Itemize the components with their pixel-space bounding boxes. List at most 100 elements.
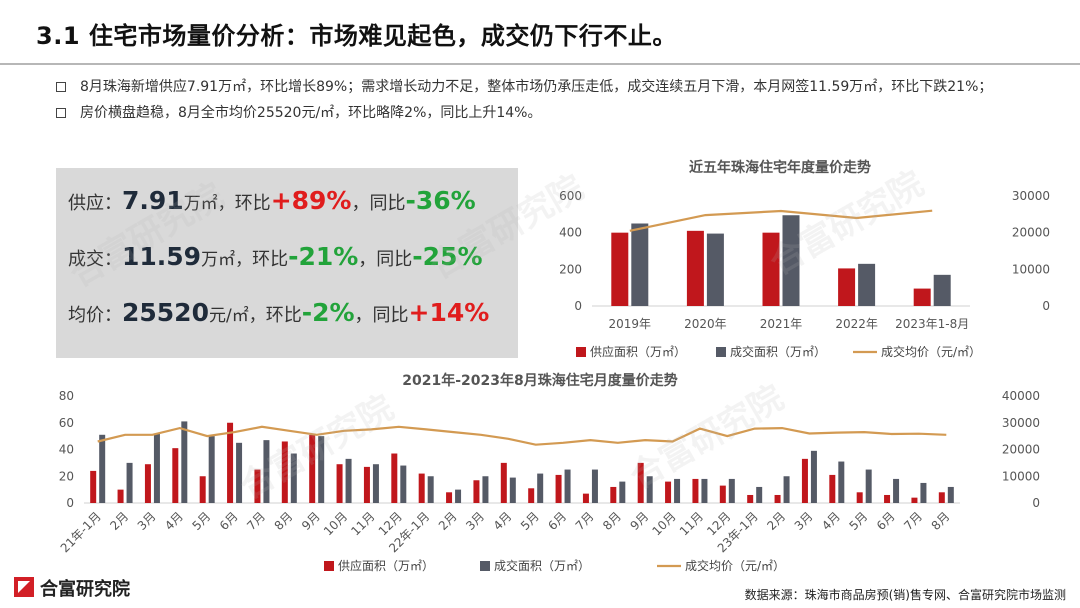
x-tick-label: 2月 [764,509,788,533]
deal-bar [99,434,106,503]
supply-bar [774,494,781,503]
x-tick-label: 5月 [847,509,871,533]
x-tick-label: 2023年1-8月 [895,317,969,331]
bullet-box-icon [56,108,66,118]
x-tick-label: 21年-1月 [58,509,104,555]
key-metrics-panel: 供应：7.91万㎡，环比+89%，同比-36% 成交：11.59万㎡，环比-21… [56,168,518,358]
legend-label: 成交面积（万㎡） [730,344,826,359]
y-right-tick-label: 0 [1032,496,1040,510]
legend-swatch [716,347,726,357]
deal-bar [181,421,188,503]
deal-bar [810,450,817,503]
x-tick-label: 7月 [901,509,925,533]
deal-bar [920,482,927,503]
supply-bar [336,464,343,503]
deal-bar [537,473,544,503]
supply-bar [913,288,931,306]
supply-bar [610,486,617,503]
y-right-tick-label: 20000 [1002,443,1040,457]
supply-bar [611,232,629,306]
y-right-tick-label: 30000 [1002,416,1040,430]
x-tick-label: 4月 [819,509,843,533]
legend-label: 成交面积（万㎡） [494,558,590,573]
supply-bar [911,497,918,503]
separator: ， [351,193,370,214]
x-tick-label: 8月 [929,509,953,533]
deal-bar [947,486,954,503]
y-left-tick-label: 600 [559,189,582,203]
bullet-text: 房价横盘趋稳，8月全市均价25520元/㎡，环比略降2%，同比上升14%。 [80,105,542,121]
mom-value: -2% [301,298,355,327]
deal-bar [290,453,297,503]
deal-bar [674,478,681,503]
supply-bar [281,441,288,503]
deal-metric-row: 成交：11.59万㎡，环比-21%，同比-25% [68,242,483,271]
x-tick-label: 3月 [135,509,159,533]
bullet-item: 房价横盘趋稳，8月全市均价25520元/㎡，环比略降2%，同比上升14%。 [56,102,1036,124]
yoy-label: 同比 [369,193,406,214]
supply-bar [418,473,425,503]
supply-bar [938,492,945,503]
y-right-tick-label: 20000 [1012,226,1050,240]
x-tick-label: 2月 [107,509,131,533]
deal-bar [345,458,352,503]
legend-swatch [576,347,586,357]
x-tick-label: 7月 [573,509,597,533]
supply-bar [254,469,261,503]
bullet-box-icon [56,82,66,92]
supply-metric-row: 供应：7.91万㎡，环比+89%，同比-36% [68,186,476,215]
y-right-tick-label: 40000 [1002,389,1040,403]
x-tick-label: 2021年 [760,317,803,331]
title-divider [0,63,1080,65]
supply-bar [856,492,863,503]
price-line [97,425,947,446]
supply-bar [637,462,644,503]
supply-bar [528,488,535,503]
supply-bar [309,434,316,503]
bullet-text: 8月珠海新增供应7.91万㎡，环比增长89%；需求增长动力不足，整体市场仍承压走… [80,79,993,95]
x-tick-label: 5月 [518,509,542,533]
deal-bar [933,274,951,306]
monthly-volume-price-chart: 2021年-2023年8月珠海住宅月度量价走势 0 20 40 60 80 0 10000 20… [58,372,1040,573]
metric-unit: 万㎡， [201,250,253,270]
price-metric-row: 均价：25520元/㎡，环比-2%，同比+14% [68,298,489,327]
supply-bar [500,462,507,503]
mom-label: 环比 [252,249,289,270]
supply-bar [838,268,856,306]
supply-bar [172,448,179,503]
deal-bar [509,477,516,503]
metric-value: 25520 [122,298,209,327]
y-left-tick-label: 400 [559,226,582,240]
mom-value: -21% [288,242,359,271]
supply-bar [747,494,754,503]
deal-bar [318,436,325,503]
supply-bar [686,230,704,306]
x-tick-label: 4月 [162,509,186,533]
x-tick-label: 9月 [299,509,323,533]
y-left-tick-label: 80 [59,389,74,403]
x-tick-label: 5月 [190,509,214,533]
title-bar: 3.1 住宅市场量价分析：市场难见起色，成交仍下行不止。 [0,0,1080,66]
x-tick-label: 3月 [463,509,487,533]
deal-bar [893,478,900,503]
deal-bar [631,223,649,306]
metric-label: 供应： [68,193,122,214]
deal-bar [706,233,724,306]
x-tick-label: 9月 [628,509,652,533]
data-source-note: 数据来源：珠海市商品房预(销)售专网、合富研究院市场监测 [744,588,1066,602]
legend-label: 成交均价（元/㎡） [881,344,981,359]
legend-swatch [324,561,334,571]
yoy-value: -25% [412,242,483,271]
supply-bar [90,470,97,503]
x-tick-label: 10月 [321,509,350,538]
deal-bar [783,476,790,503]
deal-bar [153,433,160,503]
x-tick-label: 8月 [272,509,296,533]
metric-label: 均价： [68,305,122,326]
metric-unit: 元/㎡， [208,306,266,326]
company-logo: 合富研究院 [14,574,174,600]
y-left-tick-label: 200 [559,262,582,276]
x-tick-label: 3月 [792,509,816,533]
yoy-value: +14% [408,298,490,327]
yoy-label: 同比 [372,305,409,326]
